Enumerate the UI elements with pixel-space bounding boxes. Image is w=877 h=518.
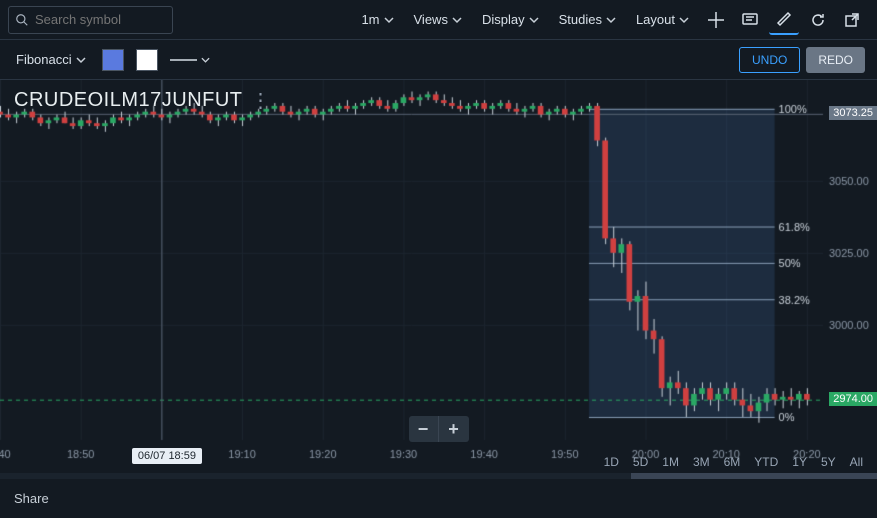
zoom-in-button[interactable]: + bbox=[439, 416, 469, 442]
scrollbar-thumb[interactable] bbox=[631, 473, 877, 479]
search-input[interactable] bbox=[35, 12, 166, 27]
chevron-down-icon bbox=[201, 55, 210, 65]
range-selector: 1D 5D 1M 3M 6M YTD 1Y 5Y All bbox=[604, 455, 863, 469]
share-button[interactable]: Share bbox=[14, 491, 49, 506]
layout-menu[interactable]: Layout bbox=[632, 6, 693, 34]
search-icon bbox=[15, 13, 29, 27]
symbol-search[interactable] bbox=[8, 6, 173, 34]
interval-label: 1m bbox=[361, 12, 379, 27]
chevron-down-icon bbox=[529, 15, 539, 25]
chevron-down-icon bbox=[679, 15, 689, 25]
chevron-down-icon bbox=[452, 15, 462, 25]
comment-tool[interactable] bbox=[735, 5, 765, 35]
interval-select[interactable]: 1m bbox=[357, 6, 397, 34]
line-style-select[interactable] bbox=[170, 49, 210, 71]
display-menu[interactable]: Display bbox=[478, 6, 543, 34]
range-3m[interactable]: 3M bbox=[693, 455, 710, 469]
range-ytd[interactable]: YTD bbox=[754, 455, 778, 469]
reference-price-tag: 3073.25 bbox=[829, 106, 877, 120]
studies-menu[interactable]: Studies bbox=[555, 6, 620, 34]
undo-button[interactable]: UNDO bbox=[739, 47, 800, 73]
footer-bar: 1D5D1M3M6MYTD1Y5YAll Share bbox=[0, 478, 877, 518]
zoom-out-button[interactable]: − bbox=[409, 416, 439, 442]
line-color-swatch[interactable] bbox=[136, 49, 158, 71]
time-scrollbar[interactable] bbox=[0, 473, 877, 479]
range-all[interactable]: All bbox=[850, 455, 863, 469]
range-1d[interactable]: 1D bbox=[604, 455, 619, 469]
last-price-tag: 2974.00 bbox=[829, 392, 877, 406]
symbol-menu-icon[interactable]: ⋮ bbox=[251, 88, 272, 113]
range-5d[interactable]: 5D bbox=[633, 455, 648, 469]
chevron-down-icon bbox=[606, 15, 616, 25]
chart-area[interactable]: CRUDEOILM17JUNFUT ⋮ − + 06/07 18:59 3073… bbox=[0, 80, 877, 478]
range-5y[interactable]: 5Y bbox=[821, 455, 836, 469]
refresh-button[interactable] bbox=[803, 5, 833, 35]
top-toolbar: 1m Views Display Studies Layout bbox=[0, 0, 877, 40]
crosshair-tool[interactable] bbox=[701, 5, 731, 35]
drawing-toolbar: Fibonacci UNDO REDO bbox=[0, 40, 877, 80]
redo-button[interactable]: REDO bbox=[806, 47, 865, 73]
range-1m[interactable]: 1M bbox=[662, 455, 679, 469]
tool-select[interactable]: Fibonacci bbox=[12, 46, 90, 74]
range-6m[interactable]: 6M bbox=[724, 455, 741, 469]
crosshair-time-tag: 06/07 18:59 bbox=[132, 448, 202, 464]
chevron-down-icon bbox=[384, 15, 394, 25]
popout-button[interactable] bbox=[837, 5, 867, 35]
draw-tool[interactable] bbox=[769, 5, 799, 35]
fill-color-swatch[interactable] bbox=[102, 49, 124, 71]
views-menu[interactable]: Views bbox=[410, 6, 466, 34]
range-1y[interactable]: 1Y bbox=[792, 455, 807, 469]
chevron-down-icon bbox=[76, 55, 86, 65]
symbol-label: CRUDEOILM17JUNFUT ⋮ bbox=[14, 88, 271, 113]
zoom-control: − + bbox=[409, 416, 469, 442]
